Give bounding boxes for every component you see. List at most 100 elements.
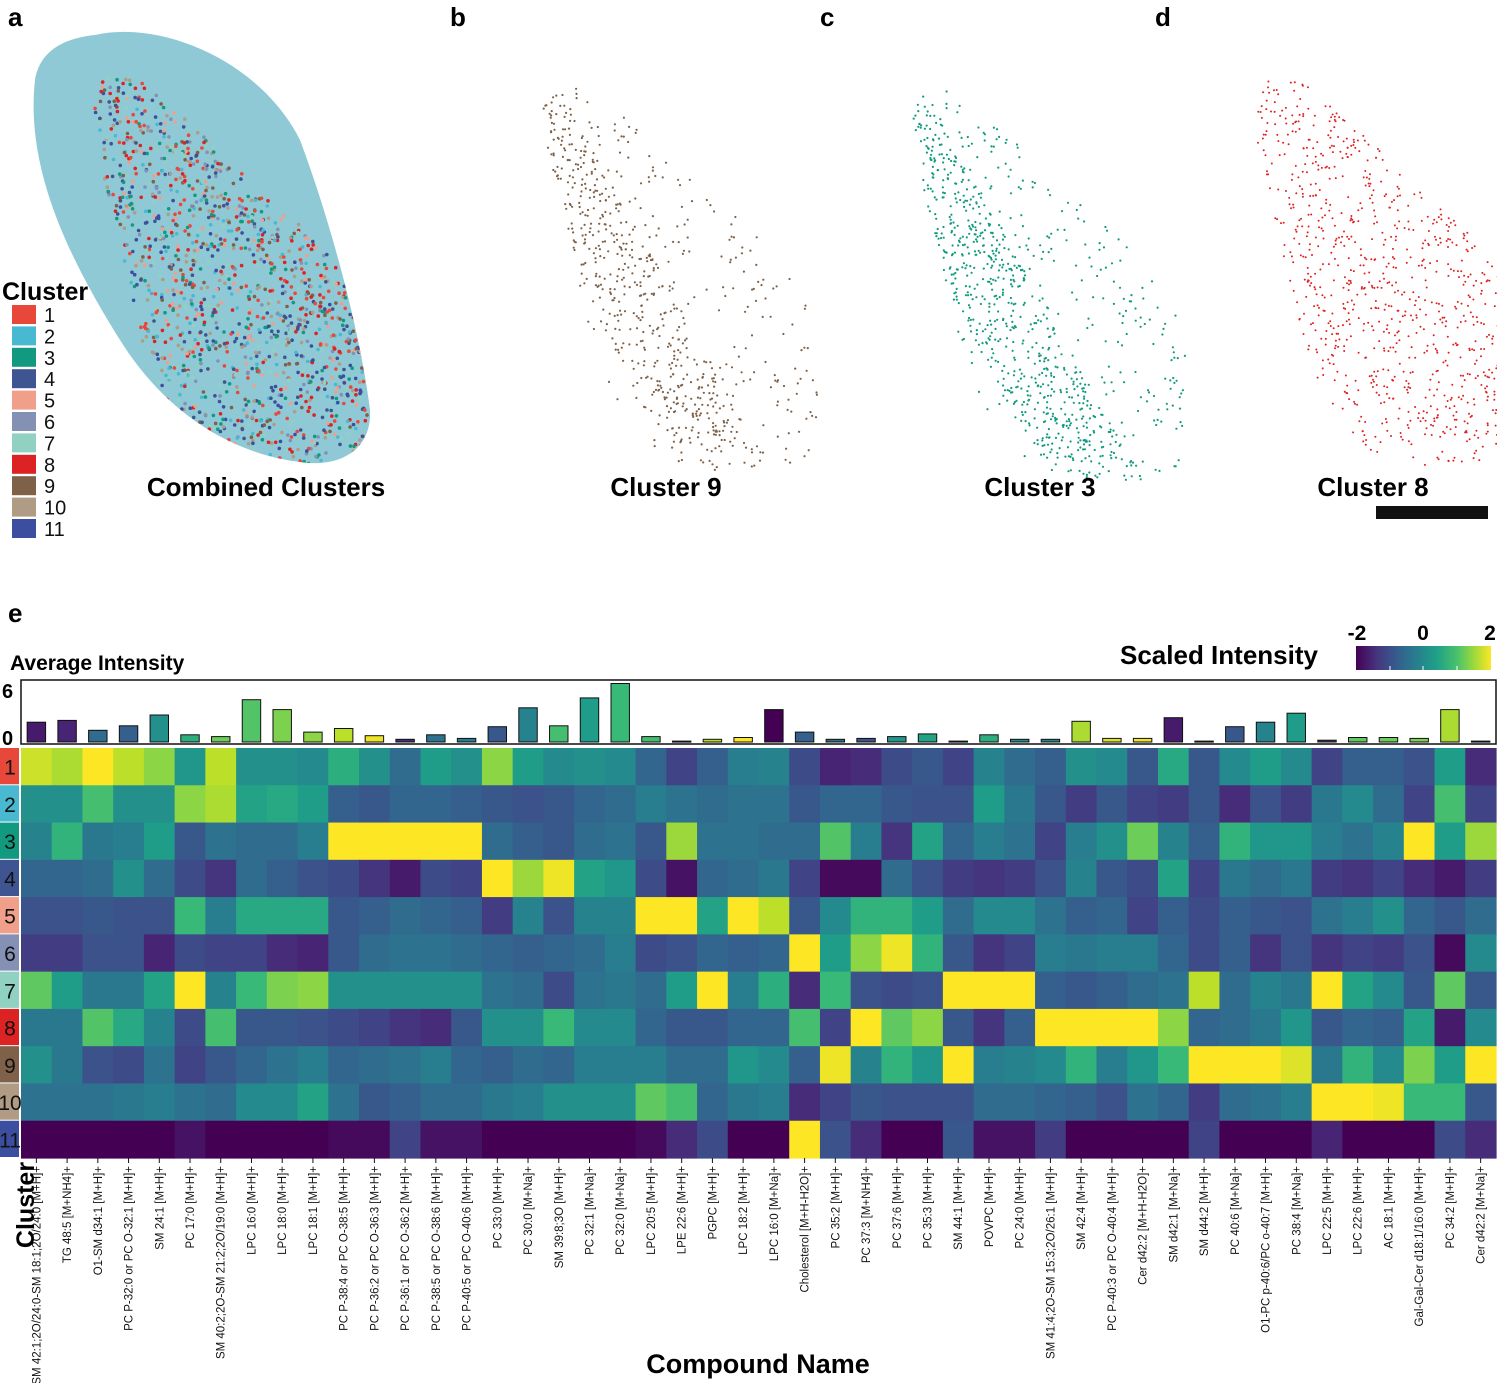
image-dot <box>351 388 355 393</box>
image-dot <box>1436 260 1439 262</box>
image-dot <box>210 254 215 258</box>
image-dot <box>121 180 126 185</box>
image-dot <box>323 307 327 311</box>
image-dot <box>108 112 113 116</box>
image-dot <box>1010 302 1013 305</box>
image-dot <box>1176 357 1179 360</box>
image-dot <box>672 440 676 443</box>
image-dot <box>917 110 920 113</box>
image-dot <box>1050 247 1053 250</box>
image-dot <box>995 138 998 141</box>
image-dot <box>323 387 327 392</box>
image-dot <box>1456 326 1459 329</box>
image-dot <box>664 311 667 314</box>
image-dot <box>309 344 314 348</box>
image-dot <box>1371 238 1374 241</box>
image-dot <box>939 237 943 240</box>
image-dot <box>204 333 208 337</box>
heatmap-cell <box>1219 971 1251 1010</box>
image-dot <box>98 128 102 132</box>
heatmap-cell <box>481 1120 514 1159</box>
image-dot <box>1010 386 1013 390</box>
heatmap-cell <box>1403 1120 1436 1159</box>
image-dot <box>115 96 119 101</box>
image-dot <box>348 444 353 448</box>
image-dot <box>968 306 972 309</box>
image-dot <box>1016 385 1019 388</box>
image-dot <box>168 148 172 153</box>
image-dot <box>171 308 175 313</box>
image-dot <box>1332 363 1335 366</box>
image-dot <box>958 131 961 134</box>
image-dot <box>237 196 242 201</box>
average-intensity-bar <box>1348 737 1368 743</box>
heatmap-cell <box>1035 785 1067 824</box>
heatmap-cell <box>912 1008 944 1047</box>
image-dot <box>133 166 137 171</box>
heatmap-cell <box>481 785 514 824</box>
image-dot <box>1104 340 1107 343</box>
heatmap-cell <box>1096 1008 1128 1047</box>
image-dot <box>613 129 616 132</box>
image-dot <box>1077 339 1080 342</box>
image-dot <box>1359 264 1362 267</box>
image-dot <box>265 204 270 208</box>
image-dot <box>542 107 545 110</box>
image-dot <box>579 284 582 287</box>
image-dot <box>202 280 206 285</box>
heatmap-cell <box>512 897 544 935</box>
heatmap-cell <box>1373 859 1405 898</box>
image-dot <box>1134 319 1137 322</box>
image-dot <box>1009 329 1012 332</box>
image-dot <box>1423 351 1426 354</box>
image-dot <box>351 329 356 334</box>
image-dot <box>222 380 227 384</box>
image-dot <box>620 135 623 138</box>
image-dot <box>1092 414 1095 418</box>
image-dot <box>1023 270 1026 273</box>
image-dot <box>663 398 667 401</box>
image-dot <box>1072 380 1075 383</box>
image-dot <box>114 203 119 208</box>
image-dot <box>934 213 937 216</box>
image-dot <box>732 287 735 290</box>
image-dot <box>324 321 329 326</box>
heatmap-cell <box>481 1083 514 1122</box>
image-dot <box>609 212 612 215</box>
image-dot <box>1348 318 1350 321</box>
image-dot <box>971 225 975 228</box>
panel-letter-b: b <box>450 2 466 32</box>
image-dot <box>643 346 646 349</box>
image-dot <box>107 100 111 104</box>
image-dot <box>1314 182 1317 185</box>
image-dot <box>1437 216 1440 219</box>
image-dot <box>279 218 283 222</box>
image-dot <box>292 274 297 279</box>
image-dot <box>1328 209 1331 212</box>
image-dot <box>1417 264 1420 267</box>
heatmap-cell <box>113 748 145 786</box>
image-dot <box>1013 264 1016 267</box>
image-dot <box>1365 356 1367 359</box>
image-dot <box>1382 330 1385 333</box>
heatmap-cell <box>113 822 145 861</box>
legend-label: 1 <box>44 305 55 327</box>
heatmap-cell <box>297 934 329 973</box>
image-dot <box>586 140 589 143</box>
image-dot <box>124 204 129 208</box>
image-dot <box>1070 453 1073 456</box>
heatmap-cell <box>205 1120 237 1159</box>
image-dot <box>805 417 808 420</box>
image-dot <box>1120 458 1123 461</box>
image-dot <box>191 415 196 420</box>
image-dot <box>1085 426 1088 429</box>
image-dot <box>266 324 271 329</box>
image-dot <box>334 414 339 418</box>
image-dot <box>957 244 960 247</box>
heatmap-cell <box>912 859 944 898</box>
image-dot <box>1396 227 1399 230</box>
image-dot <box>1383 347 1385 350</box>
image-dot <box>1371 325 1373 328</box>
image-dot <box>166 212 170 217</box>
image-dot <box>318 304 322 309</box>
